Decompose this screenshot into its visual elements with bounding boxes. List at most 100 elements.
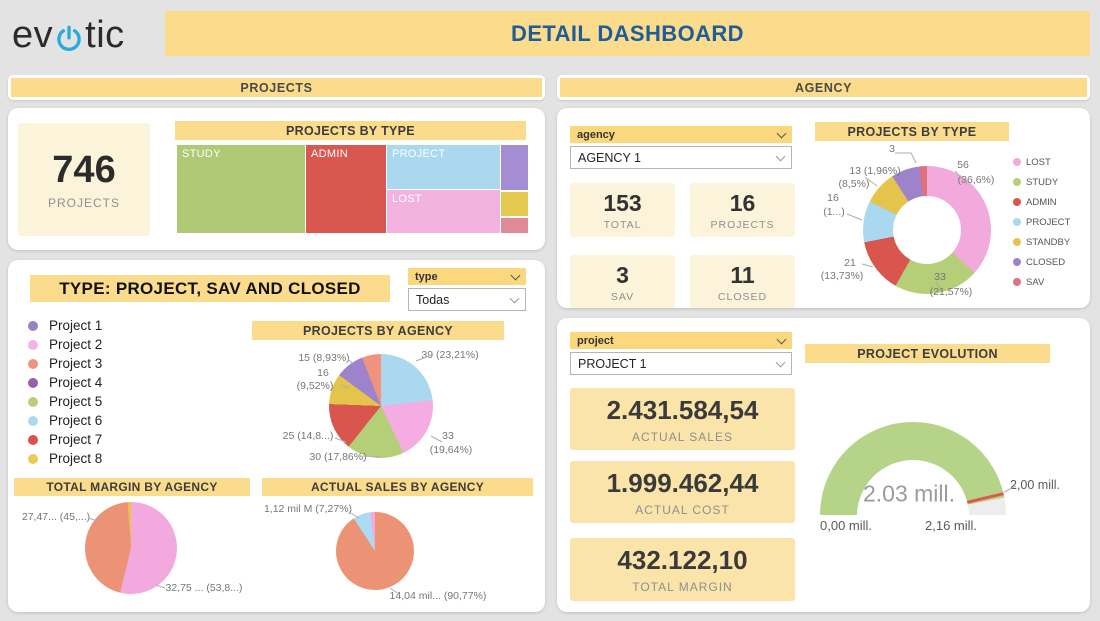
treemap-block-lost[interactable]: LOST [387, 190, 500, 233]
logo-text-left: ev [12, 14, 54, 56]
legend-item-project-4[interactable]: Project 4 [28, 373, 102, 392]
legend-dot [28, 415, 38, 426]
type-panel: TYPE: PROJECT, SAV AND CLOSED type Todas… [8, 260, 545, 612]
actual-sales-title-banner: ACTUAL SALES BY AGENCY [262, 478, 533, 496]
treemap-block-closed[interactable] [501, 145, 528, 190]
donut-callout: 33 [934, 271, 946, 283]
legend-dot [28, 358, 38, 369]
legend-item-admin[interactable]: ADMIN [1013, 192, 1070, 212]
donut-callout: 16 [827, 192, 839, 204]
gauge-value: 2.03 mill. [862, 480, 956, 507]
gauge-target-label: 2,00 mill. [1010, 478, 1061, 492]
closed-card: 11 CLOSED [690, 255, 795, 308]
legend-item-project-7[interactable]: Project 7 [28, 430, 102, 449]
treemap-block-admin[interactable]: ADMIN [306, 145, 386, 233]
legend-item-project-2[interactable]: Project 2 [28, 335, 102, 354]
evotic-logo: ev tic [12, 14, 125, 57]
pie-callout: 1,12 mil M (7,27%) [263, 503, 353, 515]
projects-section-header: PROJECTS [8, 75, 545, 100]
pie-callout: 32,75 ... (53,8...) [165, 582, 243, 594]
treemap-block-study[interactable]: STUDY [177, 145, 305, 233]
treemap-block-project[interactable]: PROJECT [387, 145, 500, 189]
legend-item-sav[interactable]: SAV [1013, 272, 1070, 292]
pie-callout: 25 (14,8...) [282, 430, 334, 442]
donut-callout: 21 [844, 257, 856, 269]
pie-callout: (9,52%) [296, 380, 334, 392]
chevron-down-icon [776, 128, 787, 138]
actual-cost-card: 1.999.462,44 ACTUAL COST [570, 461, 795, 523]
agency-section-header: AGENCY [557, 75, 1090, 100]
total-projects-card: 746 PROJECTS [18, 123, 150, 236]
legend-dot [28, 434, 38, 445]
projects-section-label: PROJECTS [240, 80, 313, 95]
actual-sales-card: 2.431.584,54 ACTUAL SALES [570, 388, 795, 450]
treemap-block-standby[interactable] [501, 192, 528, 216]
gauge-max-label: 2,16 mill. [925, 518, 978, 533]
treemap-block-sav[interactable] [501, 218, 528, 233]
chevron-down-icon [775, 357, 786, 367]
donut-callout: (8,5%) [838, 178, 870, 190]
agency-slicer: agency AGENCY 1 [570, 126, 792, 169]
legend-dot [1013, 178, 1021, 186]
total-projects-value: 746 [52, 149, 116, 191]
project-slicer-header[interactable]: project [570, 332, 792, 349]
legend-item-project-8[interactable]: Project 8 [28, 449, 102, 468]
agency-section-label: AGENCY [794, 80, 853, 95]
legend-dot [1013, 158, 1021, 166]
pie-callout: 16 [317, 367, 329, 379]
pie-callout: 39 (23,21%) [421, 349, 479, 361]
legend-item-project-1[interactable]: Project 1 [28, 316, 102, 335]
donut-callout: (13,73%) [820, 270, 864, 282]
donut-callout: (21,57%) [929, 286, 973, 298]
type-slicer-dropdown[interactable]: Todas [408, 288, 526, 311]
legend-dot [28, 339, 38, 350]
donut-callout: 56 [957, 159, 969, 171]
sav-card: 3 SAV [570, 255, 675, 308]
pie-callout: 30 (17,86%) [309, 451, 367, 463]
legend-item-project-3[interactable]: Project 3 [28, 354, 102, 373]
agency-slicer-dropdown[interactable]: AGENCY 1 [570, 146, 792, 169]
total-projects-label: PROJECTS [47, 196, 120, 210]
type-slicer: type Todas [408, 268, 526, 311]
donut-callout: 3 [889, 143, 895, 155]
legend-item-closed[interactable]: CLOSED [1013, 252, 1070, 272]
legend-item-lost[interactable]: LOST [1013, 152, 1070, 172]
legend-dot [1013, 198, 1021, 206]
pie-callout: 15 (8,93%) [298, 352, 350, 364]
total-margin-card: 432.122,10 TOTAL MARGIN [570, 538, 795, 601]
gauge-min-label: 0,00 mill. [820, 518, 873, 533]
legend-dot [1013, 258, 1021, 266]
legend-dot [28, 377, 38, 388]
total-margin-title-banner: TOTAL MARGIN BY AGENCY [14, 478, 250, 496]
type-panel-title-banner: TYPE: PROJECT, SAV AND CLOSED [30, 275, 390, 302]
actual-sales-pie[interactable] [336, 512, 414, 590]
legend-item-project[interactable]: PROJECT [1013, 212, 1070, 232]
legend-item-study[interactable]: STUDY [1013, 172, 1070, 192]
pie-callout: 33 [442, 430, 454, 442]
projects-overview-panel: 746 PROJECTS PROJECTS BY TYPE STUDY ADMI… [8, 108, 545, 250]
pie-callout: (19,64%) [429, 444, 473, 456]
treemap-projects-by-type: STUDY ADMIN PROJECT LOST [177, 145, 528, 233]
agency-panel: agency AGENCY 1 153 TOTAL 16 PROJECTS 3 … [557, 108, 1090, 308]
pie-callout: 27,47... (45,...) [21, 511, 91, 523]
project-slicer: project PROJECT 1 [570, 332, 792, 375]
legend-item-standby[interactable]: STANDBY [1013, 232, 1070, 252]
total-card: 153 TOTAL [570, 183, 675, 237]
agency-slicer-header[interactable]: agency [570, 126, 792, 143]
legend-item-project-5[interactable]: Project 5 [28, 392, 102, 411]
projects-by-agency-title-banner: PROJECTS BY AGENCY [252, 321, 504, 340]
legend-item-project-6[interactable]: Project 6 [28, 411, 102, 430]
agency-projects-by-type-donut[interactable] [863, 166, 991, 294]
total-margin-pie[interactable] [85, 502, 177, 594]
project-evolution-title-banner: PROJECT EVOLUTION [805, 344, 1050, 363]
donut-callout: (1...) [823, 206, 845, 218]
donut-callout: (36,6%) [957, 174, 995, 186]
projects-by-agency-pie[interactable] [329, 354, 433, 458]
chevron-down-icon [510, 270, 521, 280]
legend-dot [28, 320, 38, 331]
project-slicer-dropdown[interactable]: PROJECT 1 [570, 352, 792, 375]
project-panel: project PROJECT 1 2.431.584,54 ACTUAL SA… [557, 318, 1090, 612]
type-slicer-header[interactable]: type [408, 268, 526, 285]
legend-dot [28, 396, 38, 407]
